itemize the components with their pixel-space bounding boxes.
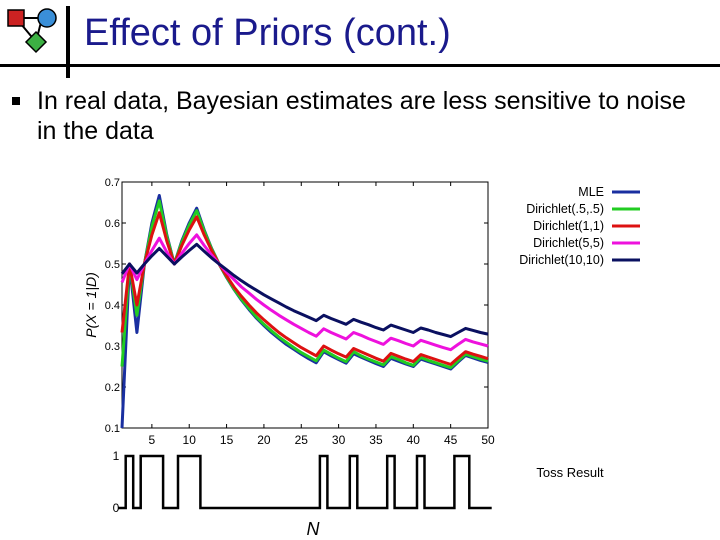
- x-tick-label: 30: [332, 433, 346, 447]
- x-tick-label: 5: [149, 433, 156, 447]
- legend-label: Dirichlet(1,1): [533, 219, 604, 233]
- series-line-1: [120, 199, 489, 370]
- y-tick-label: 0.6: [105, 218, 120, 230]
- legend-label: Dirichlet(5,5): [533, 236, 604, 250]
- legend-label: MLE: [578, 185, 604, 199]
- y-tick-label: 0.2: [105, 382, 120, 394]
- x-tick-label: 35: [369, 433, 383, 447]
- x-tick-label: 25: [295, 433, 309, 447]
- x-tick-label: 10: [183, 433, 197, 447]
- plot-frame: [121, 181, 489, 429]
- toss-title: Toss Result: [536, 465, 604, 480]
- x-tick-label: 50: [481, 433, 495, 447]
- title-horizontal-rule: [0, 64, 720, 67]
- y-tick-label: 0.3: [105, 341, 120, 353]
- x-tick-label: 15: [220, 433, 234, 447]
- logo-icon: [7, 8, 57, 54]
- x-axis-label: N: [307, 519, 321, 539]
- bullet-text: In real data, Bayesian estimates are les…: [37, 87, 686, 145]
- title-vertical-rule: [66, 6, 70, 78]
- series-line-3: [120, 233, 489, 352]
- toss-y-tick-label: 0: [113, 501, 120, 515]
- y-tick-label: 0.5: [105, 259, 120, 271]
- legend-label: Dirichlet(10,10): [519, 253, 604, 267]
- series-line-2: [120, 211, 489, 366]
- legend-label: Dirichlet(.5,.5): [526, 202, 604, 216]
- bullet-marker: [12, 97, 20, 105]
- toss-result-line: [118, 454, 492, 510]
- y-axis-label: P(X = 1|D): [83, 272, 99, 338]
- x-tick-label: 45: [444, 433, 458, 447]
- y-tick-label: 0.1: [105, 423, 120, 435]
- y-tick-label: 0.4: [105, 300, 120, 312]
- x-tick-label: 40: [407, 433, 421, 447]
- y-tick-label: 0.7: [105, 177, 120, 189]
- toss-y-tick-label: 1: [113, 449, 120, 463]
- x-tick-label: 20: [257, 433, 271, 447]
- series-line-4: [120, 242, 489, 339]
- slide-title: Effect of Priors (cont.): [84, 12, 451, 54]
